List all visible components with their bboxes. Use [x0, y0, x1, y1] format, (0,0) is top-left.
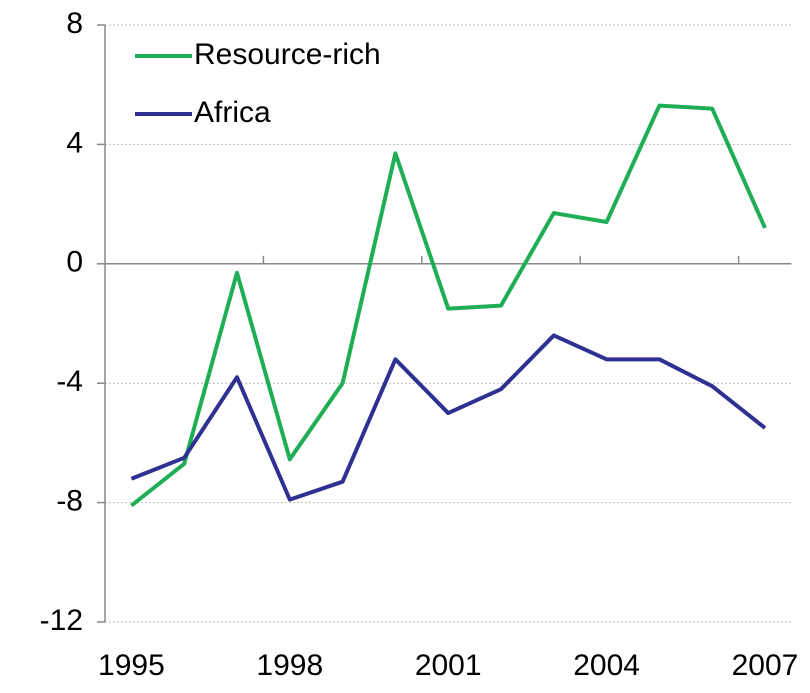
y-tick-label: -8 [56, 485, 83, 518]
y-tick-label: 0 [66, 246, 83, 279]
series-line [130, 333, 767, 502]
x-tick-label: 2001 [415, 649, 482, 682]
x-tick-label: 2007 [732, 649, 799, 682]
x-tick-label: 2004 [573, 649, 640, 682]
y-tick-label: -4 [56, 365, 83, 398]
x-tick-label: 1995 [98, 649, 165, 682]
y-tick-label: 8 [66, 7, 83, 40]
y-tick-label: -12 [40, 604, 83, 637]
series-line [130, 103, 767, 508]
legend-label: Africa [194, 96, 271, 129]
y-tick-label: 4 [66, 126, 83, 159]
legend-label: Resource-rich [194, 38, 381, 71]
x-tick-label: 1998 [256, 649, 323, 682]
